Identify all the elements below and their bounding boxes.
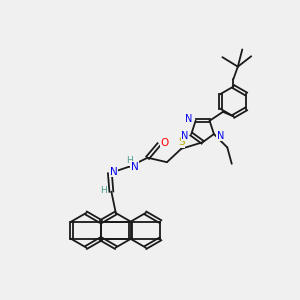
Text: N: N xyxy=(217,130,224,140)
Text: N: N xyxy=(185,114,193,124)
Text: O: O xyxy=(161,138,169,148)
Text: H: H xyxy=(100,186,106,195)
Text: N: N xyxy=(110,167,117,177)
Text: N: N xyxy=(181,130,188,140)
Text: S: S xyxy=(178,137,184,147)
Text: H: H xyxy=(126,156,133,165)
Text: N: N xyxy=(131,162,138,172)
